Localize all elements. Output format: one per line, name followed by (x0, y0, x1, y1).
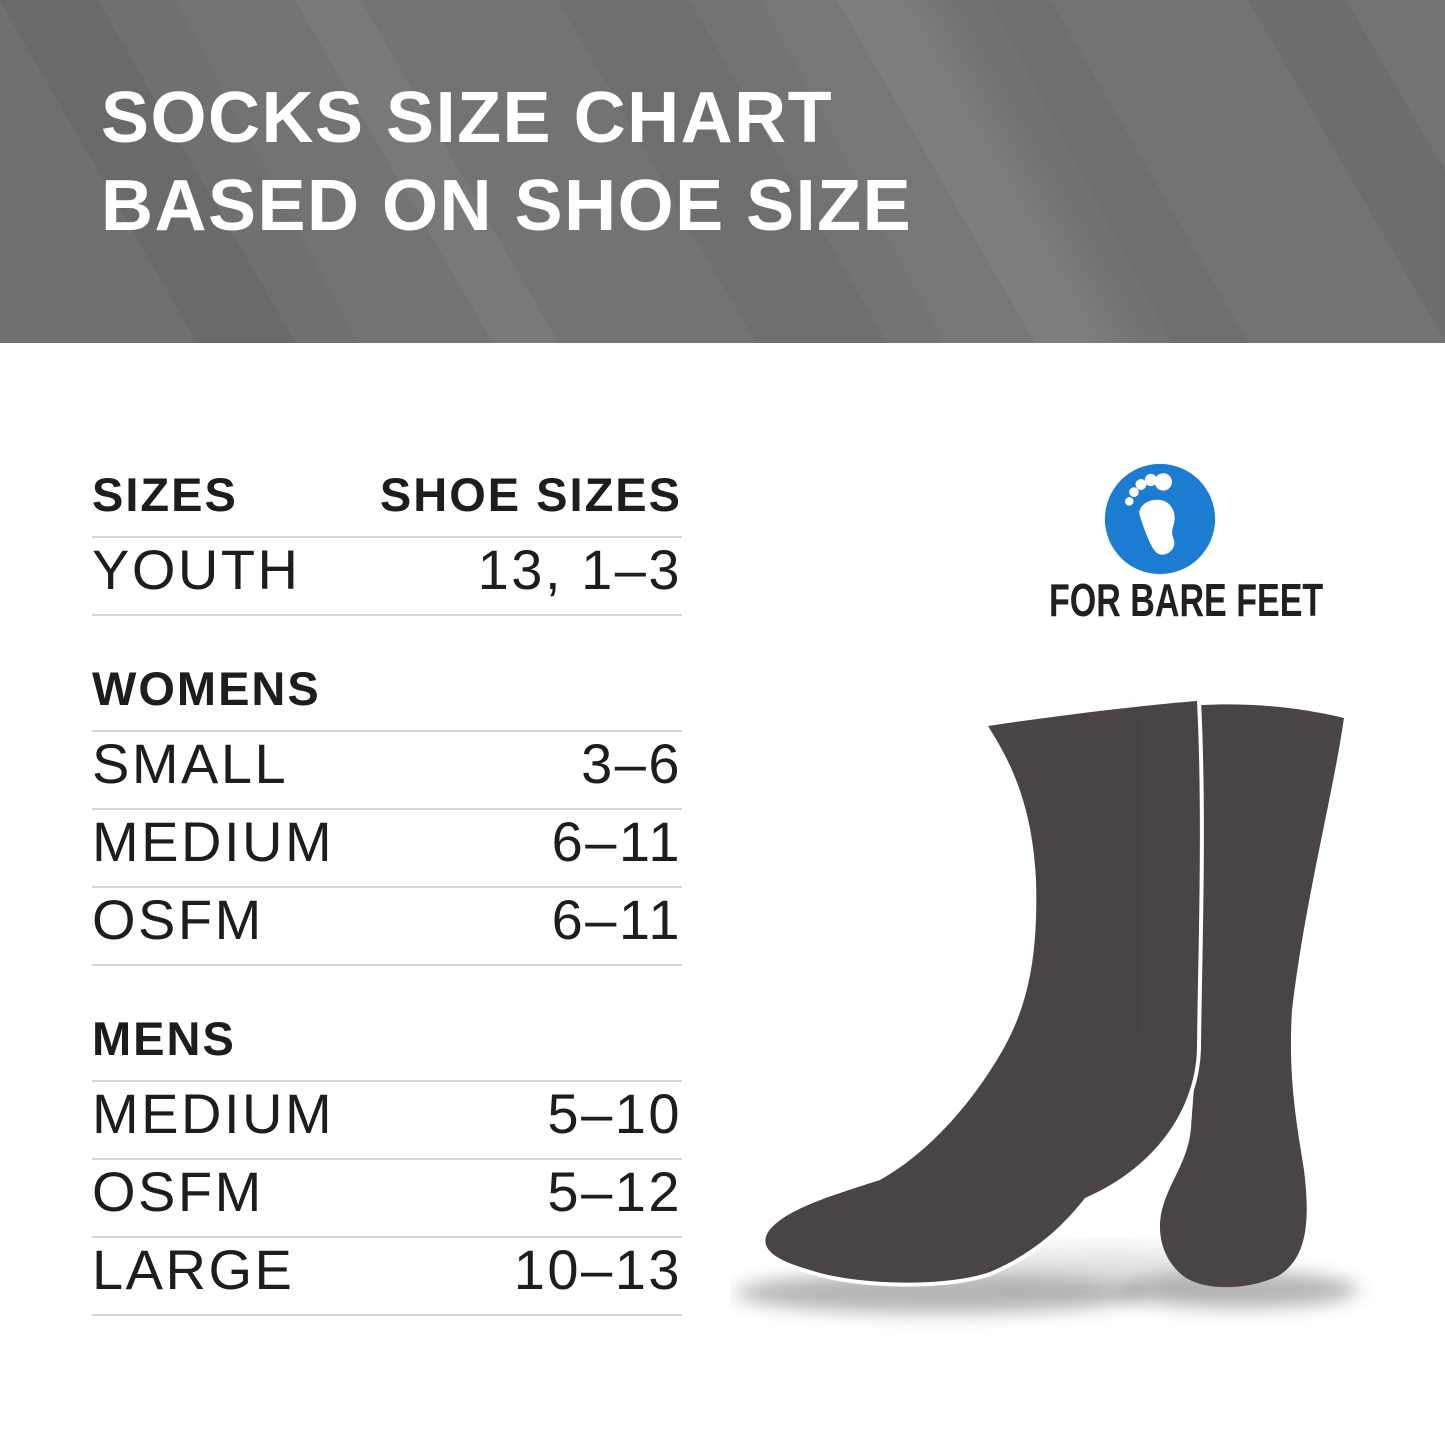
table-row: LARGE 10–13 (92, 1238, 682, 1316)
table-section-row: MENS (92, 992, 682, 1082)
footprint-icon (1104, 463, 1216, 575)
row-value: 5–10 (547, 1082, 682, 1145)
size-table: SIZES SHOE SIZES YOUTH 13, 1–3 WOMENS SMALL 3–… (92, 460, 682, 1316)
row-label: MEDIUM (92, 1082, 335, 1145)
table-row: OSFM 5–12 (92, 1160, 682, 1238)
front-sock-shadow (735, 1273, 1145, 1313)
section-label: MENS (92, 1012, 236, 1065)
row-value: 13, 1–3 (477, 538, 682, 601)
row-value: 5–12 (547, 1160, 682, 1223)
page-title: SOCKS SIZE CHART BASED ON SHOE SIZE (101, 74, 912, 250)
table-section-row: WOMENS (92, 642, 682, 732)
sock-back (1159, 704, 1344, 1288)
row-value: 6–11 (551, 888, 682, 951)
row-label: YOUTH (92, 538, 301, 601)
title-line-1: SOCKS SIZE CHART (101, 78, 834, 158)
table-row: OSFM 6–11 (92, 888, 682, 966)
banner: SOCKS SIZE CHART BASED ON SHOE SIZE (0, 0, 1445, 343)
column-header-shoe-sizes: SHOE SIZES (379, 468, 682, 521)
brand-name: FOR BARE FEET (1049, 574, 1324, 626)
row-label: OSFM (92, 1160, 264, 1223)
section-label: WOMENS (92, 662, 321, 715)
table-row: MEDIUM 6–11 (92, 810, 682, 888)
table-row: YOUTH 13, 1–3 (92, 538, 682, 616)
column-header-sizes: SIZES (92, 468, 238, 521)
row-label: OSFM (92, 888, 264, 951)
row-label: LARGE (92, 1238, 295, 1301)
row-value: 6–11 (551, 810, 682, 873)
table-header-row: SIZES SHOE SIZES (92, 460, 682, 538)
table-row: MEDIUM 5–10 (92, 1082, 682, 1160)
row-value: 3–6 (581, 732, 682, 795)
brand-logo: FOR BARE FEET (1010, 461, 1324, 627)
table-row: SMALL 3–6 (92, 732, 682, 810)
socks-illustration (735, 696, 1358, 1313)
sock-front (761, 696, 1204, 1287)
back-sock-shadow (1122, 1272, 1358, 1308)
row-value: 10–13 (513, 1238, 682, 1301)
title-line-2: BASED ON SHOE SIZE (101, 166, 913, 246)
row-label: SMALL (92, 732, 289, 795)
row-label: MEDIUM (92, 810, 335, 873)
sock-seam-shading (1125, 711, 1143, 1041)
